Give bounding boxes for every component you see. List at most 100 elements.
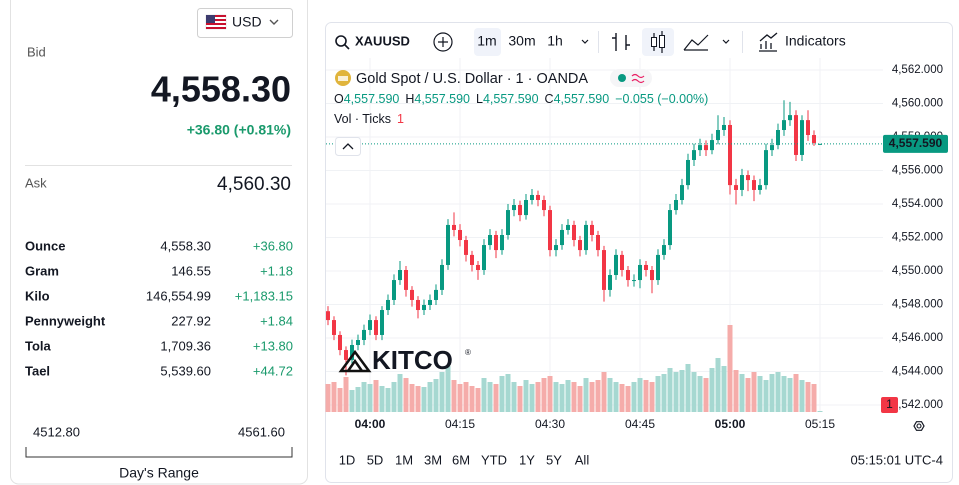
candle-body xyxy=(404,269,408,290)
range-button[interactable]: 5Y xyxy=(546,452,562,467)
x-tick-label: 04:15 xyxy=(445,417,475,431)
price-tag xyxy=(883,134,948,153)
volume-bar xyxy=(787,378,793,412)
candle-body xyxy=(794,115,798,155)
candle-body xyxy=(674,200,678,211)
volume-value: 1 xyxy=(397,112,404,126)
symbol[interactable]: XAUUSD xyxy=(355,33,410,48)
active-interval-bg xyxy=(474,28,501,56)
volume-bar xyxy=(355,387,361,412)
candle-body xyxy=(638,264,642,281)
interval-button[interactable]: 30m xyxy=(508,33,535,49)
range-bar xyxy=(25,447,293,458)
volume-bar xyxy=(331,382,337,412)
volume-bar xyxy=(649,382,655,412)
volume-bar xyxy=(679,370,685,412)
range-button[interactable]: All xyxy=(575,452,590,467)
legend-value: 4,557.590 xyxy=(554,92,610,106)
candle-body xyxy=(734,185,738,190)
volume-bar xyxy=(619,384,625,412)
range-button[interactable]: 3M xyxy=(424,452,442,467)
volume-bar xyxy=(535,382,541,412)
candle-body xyxy=(752,180,756,190)
volume-bar xyxy=(529,384,535,412)
flag-stripe xyxy=(206,15,226,17)
candle-body xyxy=(488,235,492,246)
candle-body xyxy=(326,311,330,321)
volume-bar xyxy=(541,378,547,412)
candle-body xyxy=(716,130,720,141)
range-button[interactable]: 5D xyxy=(367,452,384,467)
add-icon xyxy=(438,37,448,47)
range-button[interactable]: 6M xyxy=(452,452,470,467)
flag-canton xyxy=(206,15,215,23)
interval-button[interactable]: 1m xyxy=(477,33,496,49)
settings-icon[interactable] xyxy=(913,421,925,431)
volume-bar xyxy=(367,384,373,412)
volume-bar xyxy=(379,386,385,412)
settings-dot xyxy=(916,423,922,429)
candle-body xyxy=(764,150,768,186)
legend-key: C xyxy=(545,92,554,106)
currency[interactable]: USD xyxy=(232,14,262,30)
price-tag-label: 4,557.590 xyxy=(889,136,943,150)
collapse-button[interactable] xyxy=(335,137,361,156)
candle-body xyxy=(584,224,588,251)
volume-bar xyxy=(673,372,679,412)
volume-bar xyxy=(667,368,673,412)
candle-body xyxy=(428,299,432,305)
candle-body xyxy=(500,235,504,251)
candle-body xyxy=(350,345,354,360)
settings-hex[interactable] xyxy=(913,421,925,431)
x-tick-label: 04:45 xyxy=(625,417,655,431)
unit-name: Tael xyxy=(25,363,50,378)
interval-button[interactable]: 1h xyxy=(547,33,563,49)
candle-body xyxy=(566,224,570,230)
candle-body xyxy=(392,280,396,300)
toolbar: XAUUSD 1m 30m 1h Indicators xyxy=(335,28,846,56)
volume-bar xyxy=(793,374,799,412)
indicators-button[interactable]: Indicators xyxy=(785,33,846,49)
currency-dropdown[interactable]: USD xyxy=(197,8,293,38)
volume-bar xyxy=(451,380,457,412)
range-button[interactable]: 1D xyxy=(339,452,356,467)
badge-label: 1 xyxy=(886,397,893,411)
candle-body xyxy=(788,115,792,121)
plot: 4,542.000 4,544.000 4,546.000 4,548.000 4,55… xyxy=(325,58,948,431)
candle-body xyxy=(656,254,660,281)
candle-body xyxy=(518,205,522,216)
candle-body xyxy=(368,320,372,330)
range-button[interactable]: 1M xyxy=(395,452,413,467)
volume-label: Vol · Ticks 1 xyxy=(334,112,404,126)
y-tick-label: 4,546.000 xyxy=(892,332,943,344)
candle-body xyxy=(512,205,516,211)
candle-body xyxy=(692,150,696,160)
volume-bar xyxy=(373,380,379,412)
candle-body xyxy=(572,224,576,241)
search-icon[interactable] xyxy=(335,35,347,47)
y-tick-label: 4,544.000 xyxy=(892,366,943,378)
volume-bar xyxy=(655,376,661,412)
candle-body xyxy=(776,130,780,146)
status-icon xyxy=(631,73,645,84)
candle-body xyxy=(380,310,384,335)
volume-bar xyxy=(697,376,703,412)
candle-body xyxy=(476,264,480,270)
range-button[interactable]: 1Y xyxy=(519,452,535,467)
bars-icon[interactable] xyxy=(612,33,630,51)
unit-table: Ounce 4,558.30 +36.80 Gram 146.55 +1.18 Kilo 14… xyxy=(25,238,293,378)
candle-body xyxy=(422,304,426,311)
volume-bar xyxy=(511,382,517,412)
candle-body xyxy=(338,334,342,351)
area-icon[interactable] xyxy=(683,34,709,51)
add-button[interactable] xyxy=(433,32,453,52)
unit-name: Pennyweight xyxy=(25,313,106,328)
volume-bar xyxy=(565,380,571,412)
volume-bar xyxy=(445,366,451,412)
candle-body xyxy=(506,210,510,235)
x-tick-label: 04:00 xyxy=(355,417,386,431)
volume-bar xyxy=(613,382,619,412)
volume-bar xyxy=(349,390,355,412)
candle-body xyxy=(686,159,690,186)
range-button[interactable]: YTD xyxy=(481,452,507,467)
